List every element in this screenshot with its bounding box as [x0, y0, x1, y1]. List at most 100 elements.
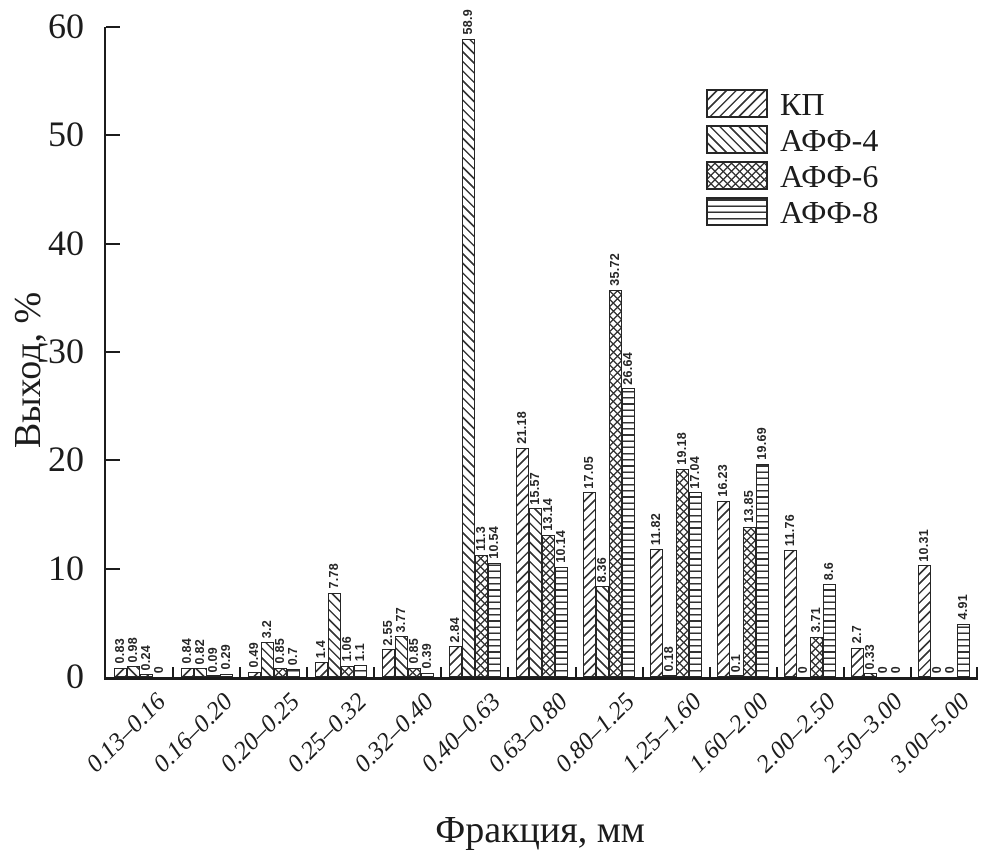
bar-value-label: 0.7	[285, 647, 300, 666]
bar-АФФ-8-0.16–0.20	[219, 673, 233, 677]
bar-value-label: 0.29	[218, 644, 233, 670]
bar-value-label: 13.14	[541, 497, 555, 531]
y-tick-label: 10	[48, 547, 84, 588]
bar-КП-0.63–0.80	[516, 447, 529, 677]
bar-value-label: 21.18	[515, 410, 529, 444]
y-tick-label: 50	[48, 114, 84, 155]
x-axis-tick	[708, 667, 711, 677]
x-axis-tick	[775, 667, 778, 677]
bar-КП-0.80–1.25	[583, 492, 597, 677]
y-tick-label: 0	[66, 656, 84, 696]
x-axis-tick	[373, 667, 376, 677]
bar-КП-1.25–1.60	[650, 548, 664, 677]
bar-value-label: 3.71	[809, 607, 824, 633]
x-axis-tick	[239, 667, 242, 677]
bar-АФФ-4-0.63–0.80	[529, 508, 542, 677]
bar-АФФ-4-1.25–1.60	[663, 674, 677, 677]
bar-value-label: 3.2	[259, 620, 274, 639]
x-axis-tick	[574, 667, 577, 677]
bar-АФФ-8-0.32–0.40	[420, 672, 434, 677]
bar-КП-0.40–0.63	[448, 646, 462, 677]
bar-АФФ-6-1.60–2.00	[743, 526, 757, 677]
bar-АФФ-4-2.50–3.00	[864, 673, 878, 677]
bar-КП-0.16–0.20	[180, 667, 194, 677]
y-axis-tick	[106, 567, 120, 570]
bar-АФФ-4-0.80–1.25	[596, 586, 610, 677]
y-tick-label: 40	[48, 222, 84, 263]
x-axis-tick	[507, 667, 510, 677]
y-tick-label: 20	[48, 439, 84, 480]
bar-value-label: 10.54	[486, 526, 501, 559]
bar-value-label: 11.82	[649, 512, 664, 545]
bar-value-label: 19.69	[755, 426, 770, 460]
bar-АФФ-4-0.13–0.16	[126, 666, 140, 677]
bar-value-label: 0.1	[729, 653, 744, 672]
bar-КП-0.25–0.32	[314, 661, 328, 677]
crosshatch-swatch	[706, 161, 768, 190]
x-axis-tick	[440, 667, 443, 677]
bar-КП-0.20–0.25	[247, 671, 261, 677]
legend-label: АФФ-4	[780, 121, 879, 158]
legend: КП АФФ-4 АФФ-6 АФФ-8	[706, 88, 878, 232]
bar-АФФ-8-0.80–1.25	[622, 388, 636, 677]
bar-value-label: 2.84	[447, 616, 462, 643]
bar-АФФ-4-1.60–2.00	[730, 674, 744, 677]
y-axis-tick	[106, 134, 120, 137]
bar-value-label: 4.91	[956, 594, 971, 620]
bar-АФФ-8-0.63–0.80	[555, 567, 568, 677]
bar-АФФ-6-0.25–0.32	[340, 665, 354, 677]
x-axis-title: Фракция, мм	[435, 809, 645, 851]
x-axis-tick	[842, 667, 845, 677]
legend-item-АФФ-4: АФФ-4	[706, 121, 879, 158]
bar-value-label: 17.05	[582, 455, 597, 489]
bar-АФФ-6-0.32–0.40	[407, 667, 421, 677]
bar-АФФ-6-2.00–2.50	[810, 636, 824, 677]
bar-value-label: 0	[943, 665, 958, 673]
bar-value-label: 1.1	[352, 642, 367, 662]
bar-value-label: 58.9	[460, 9, 475, 35]
legend-label: КП	[780, 85, 825, 122]
bar-value-label: 8.6	[822, 561, 837, 580]
bar-АФФ-4-0.25–0.32	[327, 592, 341, 677]
bar-value-label: 2.7	[850, 625, 865, 644]
bar-value-label: 26.64	[621, 351, 636, 385]
x-axis-tick	[172, 667, 175, 677]
bar-value-label: 10.14	[554, 530, 568, 564]
bar-value-label: 17.04	[688, 455, 703, 489]
bar-АФФ-8-1.60–2.00	[756, 463, 770, 677]
y-axis-tick	[106, 26, 120, 28]
bar-value-label: 8.36	[595, 556, 610, 583]
bar-КП-0.13–0.16	[113, 668, 127, 677]
bar-КП-2.50–3.00	[851, 647, 865, 677]
bar-АФФ-8-2.00–2.50	[823, 583, 837, 677]
bar-value-label: 16.23	[716, 464, 731, 498]
bar-КП-2.00–2.50	[784, 549, 798, 677]
y-axis-tick-labels: 0 10 20 30 40 50 60	[0, 0, 94, 861]
bar-value-label: 35.72	[608, 253, 623, 287]
horizontal-lines-swatch	[706, 197, 768, 226]
diagonal-forward-swatch	[706, 89, 768, 118]
bar-value-label: 10.31	[917, 528, 932, 562]
bar-value-label: 0	[889, 665, 904, 673]
bar-АФФ-4-0.40–0.63	[461, 38, 475, 677]
x-axis-tick	[641, 667, 644, 677]
plot-area: 0.83 0.98 0.24 0 0.84 0.82 0.09 0.29 0.49 3.2 0.85…	[104, 9, 978, 680]
bar-АФФ-4-0.20–0.25	[260, 642, 274, 677]
bar-value-label: 3.77	[393, 606, 408, 633]
bar-АФФ-6-0.80–1.25	[609, 290, 623, 677]
bar-value-label: 7.78	[326, 563, 341, 589]
diagonal-backward-swatch	[706, 125, 768, 154]
bar-value-label: 0.18	[662, 645, 677, 672]
bar-АФФ-6-0.63–0.80	[542, 534, 555, 677]
bar-КП-3.00–5.00	[918, 565, 932, 677]
legend-label: АФФ-6	[780, 157, 879, 194]
bar-value-label: 0	[796, 665, 811, 673]
bar-АФФ-4-0.16–0.20	[193, 668, 207, 677]
bar-АФФ-8-0.40–0.63	[487, 562, 501, 677]
bar-value-label: 1.4	[313, 639, 328, 658]
y-tick-label: 60	[48, 6, 84, 46]
bar-АФФ-4-0.32–0.40	[394, 636, 408, 677]
y-tick-label: 30	[48, 331, 84, 371]
bar-value-label: 0.39	[419, 643, 434, 669]
